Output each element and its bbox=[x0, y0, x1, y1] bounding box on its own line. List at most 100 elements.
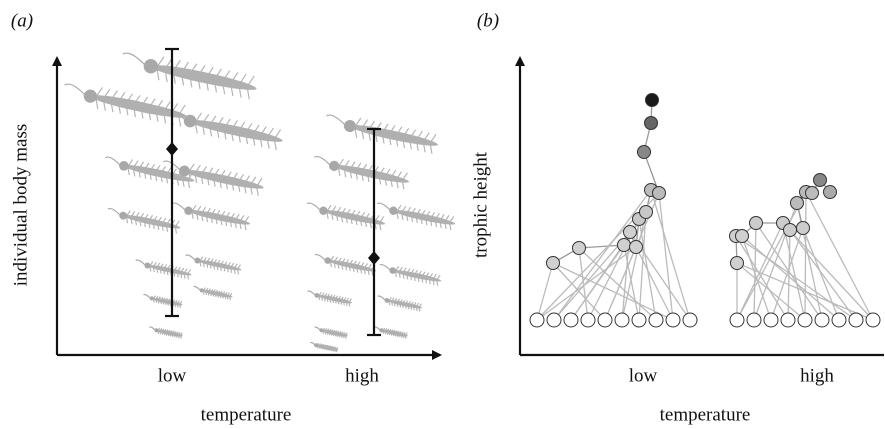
head bbox=[143, 59, 159, 74]
head bbox=[314, 343, 319, 348]
centipede bbox=[307, 290, 353, 307]
consumer-node bbox=[629, 240, 643, 254]
basal-node bbox=[831, 312, 847, 328]
antenna bbox=[314, 326, 321, 331]
legs bbox=[318, 291, 352, 307]
link bbox=[736, 191, 807, 321]
head bbox=[329, 160, 340, 171]
x-axis-label: temperature bbox=[660, 404, 751, 425]
consumer-node bbox=[644, 116, 658, 130]
link bbox=[536, 246, 637, 321]
legs bbox=[194, 112, 282, 151]
basal-node bbox=[682, 312, 698, 328]
centipede bbox=[193, 285, 233, 301]
head bbox=[314, 293, 320, 298]
body bbox=[327, 260, 377, 272]
link bbox=[787, 229, 791, 321]
head bbox=[83, 89, 97, 103]
legs bbox=[396, 204, 455, 231]
head bbox=[194, 257, 201, 264]
head bbox=[384, 298, 390, 303]
legs bbox=[354, 117, 437, 154]
consumer-node bbox=[546, 256, 560, 270]
centipede bbox=[64, 83, 188, 127]
link bbox=[753, 222, 757, 321]
basal-node bbox=[631, 312, 647, 328]
consumer-node bbox=[572, 241, 586, 255]
basal-node bbox=[746, 312, 762, 328]
basal-node bbox=[546, 312, 562, 328]
legs bbox=[326, 204, 385, 231]
antenna bbox=[165, 108, 186, 121]
centipede bbox=[185, 254, 242, 275]
centipede bbox=[171, 202, 251, 231]
link bbox=[578, 247, 589, 321]
head bbox=[119, 161, 129, 171]
link bbox=[578, 244, 625, 249]
food-web bbox=[529, 93, 881, 328]
consumer-node bbox=[805, 186, 819, 200]
head bbox=[343, 120, 356, 133]
legs bbox=[191, 204, 250, 231]
body bbox=[321, 329, 348, 337]
centipede bbox=[135, 259, 192, 280]
antenna bbox=[307, 290, 316, 296]
consumer-node bbox=[783, 223, 797, 237]
body bbox=[201, 289, 233, 298]
antenna bbox=[313, 155, 331, 166]
body bbox=[349, 125, 438, 146]
link bbox=[782, 222, 806, 321]
centipede bbox=[107, 207, 181, 234]
body bbox=[184, 170, 264, 189]
antenna bbox=[171, 202, 186, 211]
link bbox=[804, 191, 807, 321]
legs bbox=[127, 159, 194, 189]
centipede bbox=[326, 114, 438, 154]
legs bbox=[149, 261, 192, 280]
basal-node bbox=[529, 312, 545, 328]
link bbox=[553, 189, 652, 321]
x-tick-label: low bbox=[158, 365, 187, 386]
link bbox=[741, 235, 840, 321]
basal-node bbox=[848, 312, 864, 328]
consumer-node bbox=[796, 221, 810, 235]
centipede bbox=[379, 263, 442, 286]
consumer-node bbox=[637, 145, 651, 159]
legs bbox=[156, 56, 255, 100]
antenna bbox=[122, 52, 146, 66]
basal-node bbox=[763, 312, 779, 328]
basal-node bbox=[665, 312, 681, 328]
link bbox=[736, 222, 784, 321]
panel-label: (a) bbox=[11, 10, 33, 31]
consumer-node bbox=[749, 216, 763, 230]
centipede bbox=[149, 326, 183, 339]
head bbox=[154, 328, 159, 333]
x-tick-label: high bbox=[800, 365, 834, 386]
body bbox=[381, 329, 408, 337]
consumer-node bbox=[645, 93, 659, 107]
basal-node bbox=[780, 312, 796, 328]
centipede bbox=[306, 202, 386, 231]
centipede bbox=[104, 156, 195, 189]
consumer-node bbox=[617, 238, 631, 252]
body bbox=[386, 299, 423, 309]
body bbox=[123, 165, 195, 182]
link bbox=[578, 247, 657, 321]
body bbox=[334, 165, 409, 183]
antenna bbox=[379, 263, 391, 271]
link bbox=[735, 235, 789, 321]
centipede bbox=[314, 326, 348, 339]
body bbox=[150, 65, 257, 90]
centipede bbox=[374, 326, 408, 339]
centipede bbox=[377, 295, 423, 312]
y-axis-label: individual body mass bbox=[10, 124, 31, 287]
legs bbox=[394, 265, 441, 286]
antenna bbox=[310, 341, 316, 346]
head bbox=[389, 267, 396, 274]
body bbox=[316, 344, 339, 351]
basal-node bbox=[797, 312, 813, 328]
link bbox=[805, 191, 874, 321]
basal-node bbox=[729, 312, 745, 328]
antenna bbox=[143, 293, 151, 299]
head bbox=[184, 206, 193, 215]
